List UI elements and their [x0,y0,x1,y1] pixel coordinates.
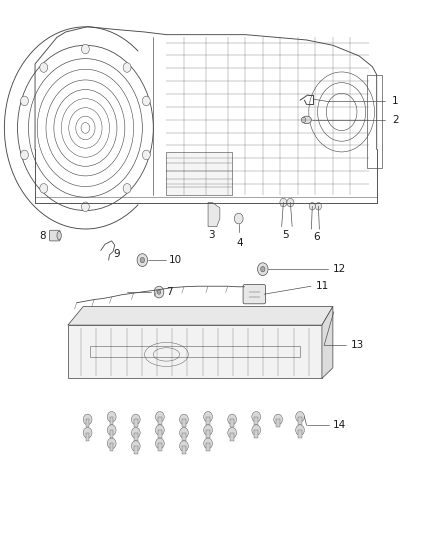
Circle shape [107,425,116,435]
FancyBboxPatch shape [110,430,113,438]
Circle shape [81,202,89,212]
Ellipse shape [302,116,311,124]
Circle shape [137,254,148,266]
Text: 8: 8 [39,231,46,240]
Polygon shape [208,203,220,227]
FancyBboxPatch shape [158,417,162,425]
Circle shape [107,411,116,422]
Text: 10: 10 [169,255,182,265]
Circle shape [81,44,89,54]
Circle shape [180,441,188,451]
Circle shape [296,425,304,435]
Text: 4: 4 [237,238,243,247]
Text: 1: 1 [392,96,399,106]
FancyBboxPatch shape [206,430,210,438]
Circle shape [228,427,237,438]
FancyBboxPatch shape [298,417,302,425]
FancyBboxPatch shape [110,417,113,425]
Circle shape [180,414,188,425]
Circle shape [258,263,268,276]
Circle shape [157,290,161,294]
Circle shape [315,203,321,210]
FancyBboxPatch shape [254,430,258,438]
FancyBboxPatch shape [86,433,89,441]
Polygon shape [322,306,333,378]
Circle shape [301,117,306,123]
FancyBboxPatch shape [166,152,232,195]
FancyBboxPatch shape [243,285,265,304]
Circle shape [83,427,92,438]
Circle shape [142,150,150,160]
FancyBboxPatch shape [182,419,186,427]
Circle shape [234,213,243,224]
Circle shape [261,266,265,272]
Circle shape [155,438,164,449]
Circle shape [228,414,237,425]
Circle shape [123,183,131,193]
Polygon shape [68,306,333,325]
FancyBboxPatch shape [158,443,162,451]
FancyBboxPatch shape [182,446,186,454]
Text: 6: 6 [313,232,320,242]
FancyBboxPatch shape [49,230,60,241]
Ellipse shape [57,231,61,240]
Text: 11: 11 [315,281,328,291]
Circle shape [40,183,48,193]
Circle shape [180,427,188,438]
Circle shape [204,438,212,449]
FancyBboxPatch shape [230,419,234,427]
Circle shape [154,286,164,298]
Circle shape [287,198,294,207]
Circle shape [21,150,28,160]
Text: 14: 14 [333,421,346,430]
Circle shape [142,96,150,106]
FancyBboxPatch shape [110,443,113,451]
Text: 12: 12 [333,264,346,274]
Polygon shape [68,325,322,378]
Text: 7: 7 [166,287,173,297]
Circle shape [140,257,145,263]
Circle shape [131,414,140,425]
FancyBboxPatch shape [134,419,138,427]
FancyBboxPatch shape [86,419,89,427]
Circle shape [131,441,140,451]
Text: 3: 3 [208,230,215,239]
FancyBboxPatch shape [298,430,302,438]
Circle shape [252,425,261,435]
Circle shape [296,411,304,422]
FancyBboxPatch shape [206,443,210,451]
FancyBboxPatch shape [182,433,186,441]
FancyBboxPatch shape [230,433,234,441]
FancyBboxPatch shape [134,433,138,441]
Circle shape [280,198,287,207]
Circle shape [107,438,116,449]
Circle shape [274,414,283,425]
Circle shape [204,425,212,435]
Circle shape [309,203,315,210]
Text: 9: 9 [113,249,120,259]
Circle shape [40,63,48,72]
Circle shape [123,63,131,72]
Circle shape [155,425,164,435]
FancyBboxPatch shape [134,446,138,454]
FancyBboxPatch shape [158,430,162,438]
Text: 5: 5 [283,230,289,239]
FancyBboxPatch shape [276,419,280,427]
Circle shape [204,411,212,422]
Circle shape [83,414,92,425]
Circle shape [155,411,164,422]
Circle shape [252,411,261,422]
FancyBboxPatch shape [254,417,258,425]
Circle shape [131,427,140,438]
Text: 2: 2 [392,115,399,125]
Circle shape [21,96,28,106]
Text: 13: 13 [350,341,364,350]
FancyBboxPatch shape [206,417,210,425]
